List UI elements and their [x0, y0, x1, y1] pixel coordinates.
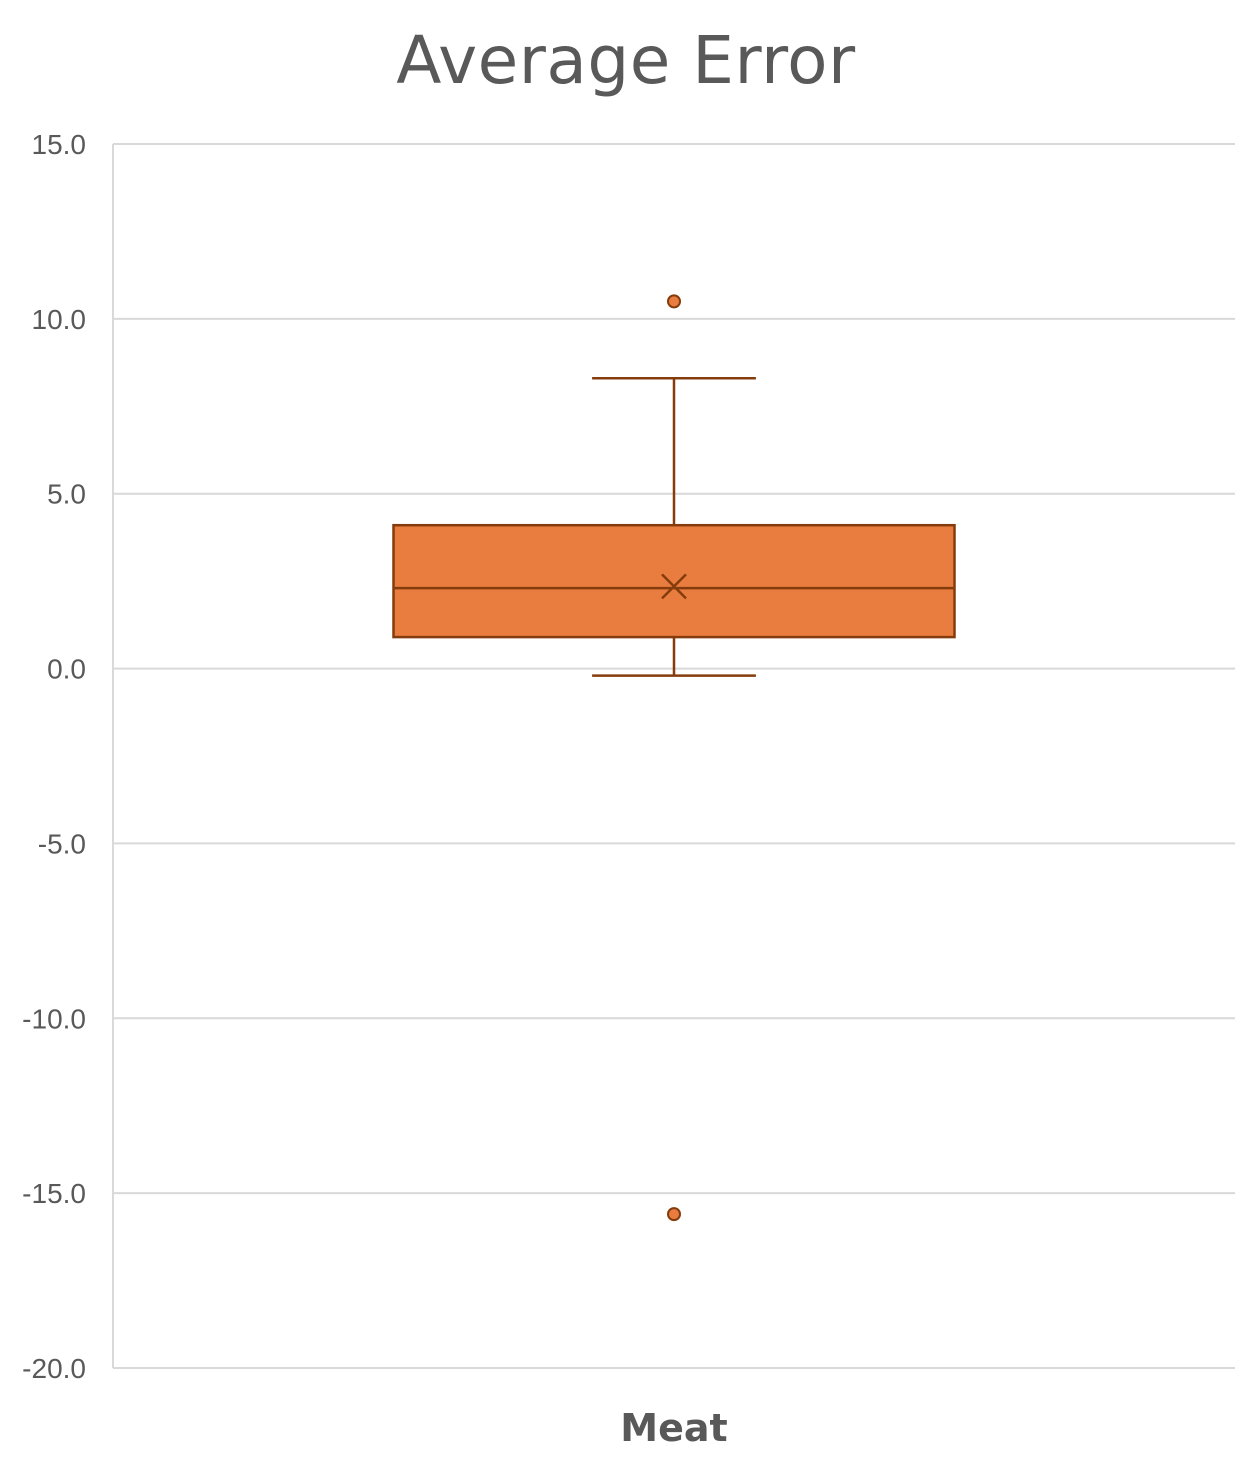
x-category-label: Meat [620, 1406, 727, 1450]
mean-marker-stroke-b [661, 573, 687, 600]
y-tick-label: 10.0 [32, 304, 87, 335]
y-tick-label: 5.0 [47, 479, 86, 510]
y-tick-label: -15.0 [22, 1178, 86, 1209]
y-axis: 15.0 10.0 5.0 0.0 -5.0 -10.0 -15.0 -20.0 [22, 129, 114, 1384]
y-tick-label: -5.0 [38, 828, 86, 859]
plot-area [392, 294, 956, 1222]
outlier-point [667, 294, 681, 309]
x-axis: Meat [620, 1406, 727, 1450]
y-tick-label: 0.0 [47, 654, 86, 685]
y-tick-label: -10.0 [22, 1003, 86, 1034]
iqr-box [392, 523, 956, 639]
y-tick-label: 15.0 [32, 129, 87, 160]
chart-title: Average Error [396, 22, 856, 99]
outlier-point [667, 1207, 681, 1222]
y-tick-label: -20.0 [22, 1353, 86, 1384]
gridlines [113, 143, 1235, 1369]
